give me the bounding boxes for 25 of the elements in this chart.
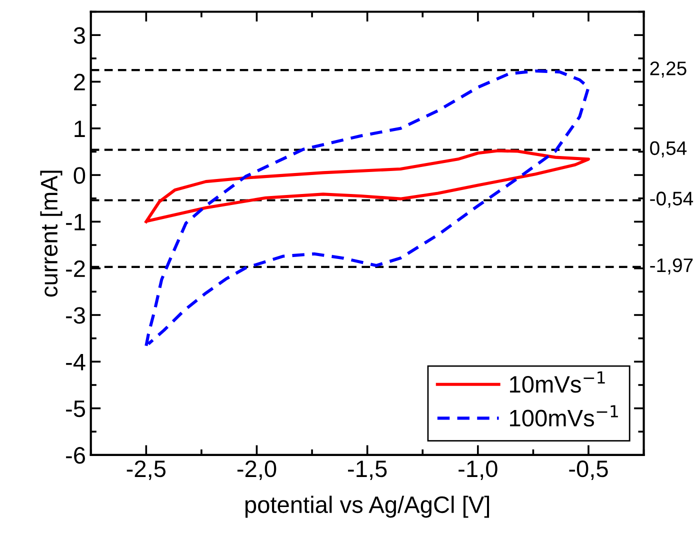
y-tick-label: -1 [66, 214, 85, 230]
x-tick-label: -1,0 [458, 460, 498, 480]
x-tick-label: -1,5 [348, 460, 387, 480]
ref-line-label: -1,97 [650, 258, 693, 274]
y-axis-title: current [mA] [40, 170, 62, 297]
y-tick-label: -6 [66, 447, 85, 464]
x-tick-label: -0,5 [569, 460, 608, 480]
legend-label: 100mVs$^{−1}$ [510, 405, 618, 427]
x-axis-title: potential vs Ag/AgCl [V] [245, 496, 490, 518]
y-tick-label: -5 [66, 400, 86, 418]
line-series [144, 69, 590, 348]
y-tick-label: -4 [66, 354, 86, 370]
line-series [144, 149, 590, 224]
y-tick-label: -2 [66, 260, 85, 277]
y-tick-label: -3 [66, 307, 85, 324]
legend-label: 10mVs$^{−1}$ [510, 371, 605, 393]
y-tick-label: 2 [74, 74, 85, 90]
y-tick-label: 1 [74, 120, 85, 137]
y-tick-label: 3 [74, 27, 85, 44]
y-tick-label: 0 [74, 167, 86, 184]
ref-line-label: 0,54 [650, 141, 687, 158]
ref-line-label: 2,25 [650, 62, 686, 78]
x-tick-label: -2,5 [126, 460, 166, 480]
x-tick-label: -2,0 [237, 460, 276, 480]
ref-line-label: -0,54 [650, 192, 694, 208]
